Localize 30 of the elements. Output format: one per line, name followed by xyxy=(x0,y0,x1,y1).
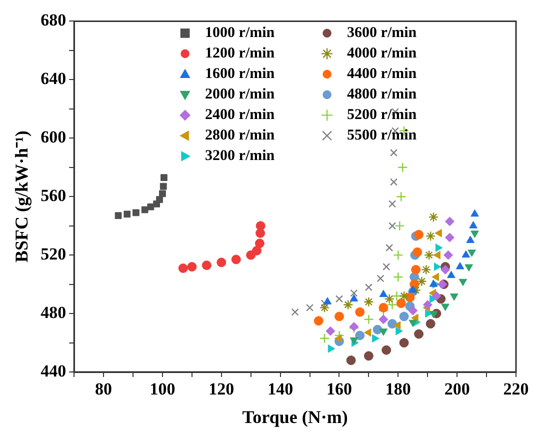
legend-label: 2400 r/min xyxy=(205,107,276,124)
legend-label: 1000 r/min xyxy=(205,25,276,42)
legend-label: 5200 r/min xyxy=(347,107,418,124)
legend-label: 3600 r/min xyxy=(347,25,418,42)
x-tick-label: 120 xyxy=(208,380,234,399)
y-tick-label: 520 xyxy=(40,244,66,264)
x-tick-label: 160 xyxy=(326,380,352,399)
y-tick-label: 480 xyxy=(40,302,66,322)
legend-label: 1600 r/min xyxy=(205,66,276,82)
x-tick-label: 100 xyxy=(150,380,176,399)
legend-label: 3200 r/min xyxy=(205,148,276,164)
legend-label: 4400 r/min xyxy=(347,66,418,82)
x-tick-label: 140 xyxy=(268,380,294,399)
y-axis-title: BSFC (g/kW·h⁻¹) xyxy=(11,130,32,263)
y-tick-label: 680 xyxy=(40,10,66,30)
x-tick-label: 180 xyxy=(385,380,411,399)
x-tick-label: 80 xyxy=(95,380,112,399)
legend-label: 4000 r/min xyxy=(347,46,418,62)
legend-label: 2000 r/min xyxy=(205,86,276,103)
y-tick-label: 440 xyxy=(40,361,66,380)
y-tick-label: 640 xyxy=(40,69,66,88)
legend-label: 5500 r/min xyxy=(347,128,418,144)
legend-label: 4800 r/min xyxy=(347,86,418,103)
legend-label: 1200 r/min xyxy=(205,46,276,62)
y-tick-label: 560 xyxy=(40,186,66,205)
legend-label: 2800 r/min xyxy=(205,128,276,144)
x-axis-title: Torque (N·m) xyxy=(242,406,348,427)
x-tick-label: 200 xyxy=(444,380,470,399)
y-tick-label: 600 xyxy=(40,128,66,147)
x-tick-label: 220 xyxy=(503,380,529,399)
